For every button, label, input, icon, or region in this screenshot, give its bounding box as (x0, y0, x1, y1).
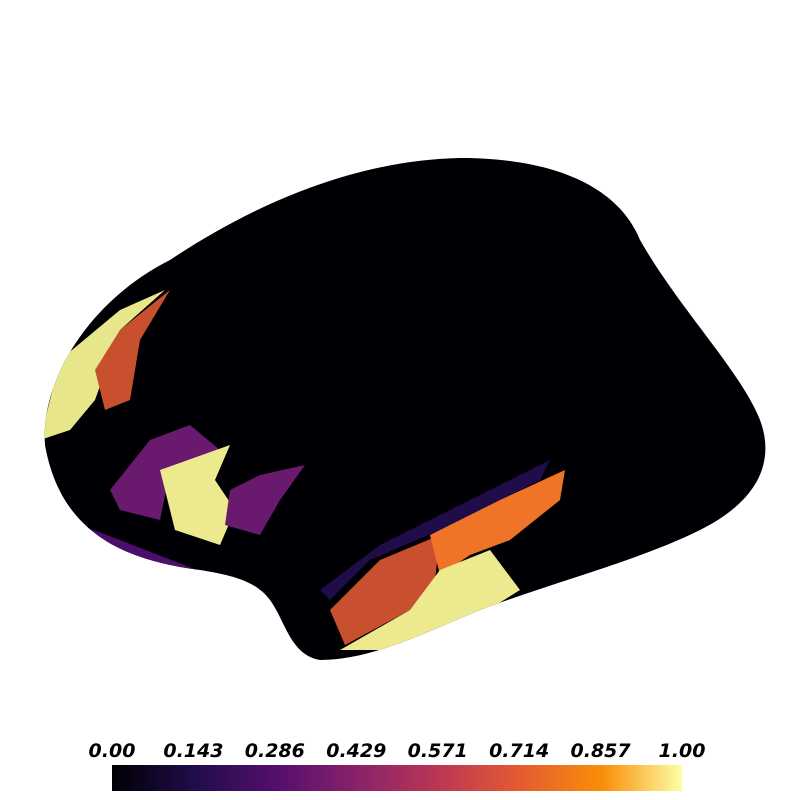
colorbar-tick-label: 0.143 (163, 740, 223, 762)
region (320, 460, 550, 600)
colorbar-gradient (112, 765, 682, 791)
region (330, 535, 440, 645)
brain-surface (44, 158, 766, 660)
colorbar-tick-label: 0.714 (489, 740, 549, 762)
colorbar-tick-label: 0.857 (571, 740, 632, 762)
colorbar-tick-label: 0.429 (326, 740, 386, 762)
colorbar-tick-label: 1.00 (659, 740, 706, 762)
region (430, 470, 565, 575)
region (95, 290, 170, 410)
region (160, 445, 235, 545)
colorbar: 0.00 0.143 0.286 0.429 0.571 0.714 0.857 1.00 (89, 740, 706, 791)
colorbar-tick-label: 0.00 (89, 740, 136, 762)
region (225, 465, 305, 535)
colorbar-tick-label: 0.286 (245, 740, 305, 762)
colorbar-tick-label: 0.571 (408, 740, 468, 762)
brain-outline (44, 158, 766, 660)
region (340, 550, 520, 650)
